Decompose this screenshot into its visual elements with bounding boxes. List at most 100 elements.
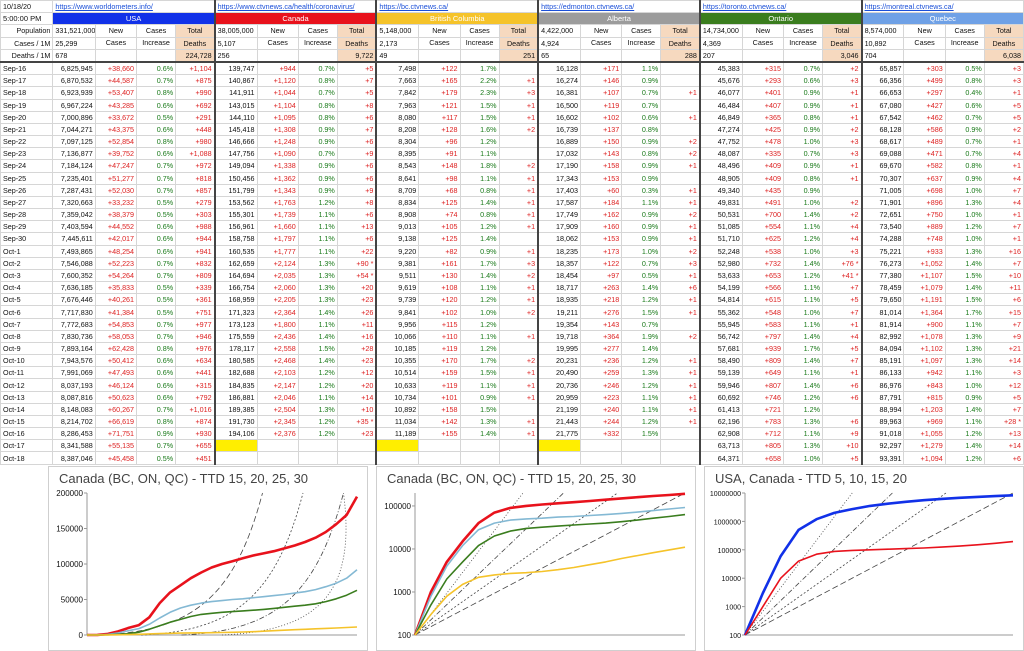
new-deaths[interactable]: +874 (175, 414, 216, 429)
increase-pct[interactable]: 0.7% (136, 329, 177, 343)
row-date[interactable]: Sep-27 (0, 195, 54, 210)
new-cases[interactable]: +43,285 (94, 98, 138, 112)
new-cases[interactable]: +478 (741, 135, 785, 149)
total-cases[interactable]: 91,018 (860, 427, 905, 441)
total-cases[interactable]: 146,666 (213, 135, 258, 149)
increase-pct[interactable]: 0.9% (782, 159, 824, 173)
row-date[interactable]: Oct-18 (0, 451, 54, 465)
increase-pct[interactable]: 0.9% (621, 232, 662, 246)
increase-pct[interactable]: 1.5% (459, 402, 500, 416)
increase-pct[interactable]: 1.1% (782, 427, 824, 441)
new-cases[interactable]: +815 (903, 390, 946, 404)
total-cases[interactable]: 7,359,042 (52, 208, 96, 222)
row-date[interactable]: Oct-13 (0, 390, 54, 404)
increase-pct[interactable]: 0.7% (136, 171, 177, 185)
increase-pct[interactable]: 0.7% (136, 439, 177, 453)
new-deaths[interactable]: +28 * (983, 414, 1024, 429)
total-cases[interactable]: 6,923,939 (52, 86, 96, 100)
header-increase[interactable]: Increase (459, 36, 500, 50)
new-deaths[interactable]: +1 (498, 110, 539, 124)
total-cases[interactable]: 7,403,594 (52, 220, 96, 234)
increase-pct[interactable]: 0.8% (782, 110, 824, 124)
increase-pct[interactable]: 2.2% (459, 74, 500, 88)
row-date[interactable]: Oct-12 (0, 378, 54, 392)
increase-pct[interactable]: 1.2% (459, 135, 500, 149)
new-deaths[interactable] (498, 402, 539, 416)
new-deaths[interactable]: +6 (983, 451, 1024, 465)
increase-pct[interactable]: 1.3% (297, 281, 338, 295)
total-cases[interactable]: 17,343 (537, 171, 582, 185)
increase-pct[interactable]: 1.1% (297, 244, 338, 258)
region-link[interactable]: https://www.worldometers.info/ (52, 0, 216, 14)
total-cases[interactable]: 81,914 (860, 317, 905, 331)
new-deaths[interactable]: +11 (983, 281, 1024, 295)
row-date[interactable]: Sep-30 (0, 232, 54, 246)
increase-pct[interactable]: 1.1% (782, 317, 824, 331)
new-deaths[interactable]: +5 (336, 61, 377, 76)
increase-pct[interactable]: 1.3% (782, 414, 824, 429)
new-deaths[interactable] (822, 183, 863, 197)
total-cases[interactable]: 8,834 (375, 195, 420, 210)
total-cases[interactable]: 194,106 (213, 427, 258, 441)
total-deaths-value[interactable]: 6,038 (983, 48, 1024, 63)
new-deaths[interactable]: +3 (983, 74, 1024, 88)
new-cases[interactable]: +74 (418, 208, 461, 222)
total-cases[interactable]: 10,355 (375, 354, 420, 368)
new-cases[interactable]: +68 (418, 183, 461, 197)
total-cases[interactable]: 7,943,576 (52, 354, 96, 368)
new-cases[interactable]: +554 (741, 220, 785, 234)
new-cases[interactable]: +146 (579, 74, 623, 88)
header-cases[interactable]: Cases (459, 24, 500, 38)
header-cases[interactable]: Cases (903, 36, 946, 50)
deaths-per-1m-value[interactable]: 65 (537, 48, 582, 63)
total-cases[interactable]: 7,842 (375, 86, 420, 100)
new-deaths[interactable] (660, 122, 701, 137)
total-cases[interactable]: 10,892 (375, 402, 420, 416)
new-deaths[interactable]: +303 (175, 208, 216, 222)
new-deaths[interactable]: +1 (660, 195, 701, 210)
new-cases[interactable]: +98 (418, 171, 461, 185)
cases-per-1m-value[interactable]: 25,299 (52, 36, 96, 50)
total-cases[interactable]: 52,248 (698, 244, 743, 258)
increase-pct[interactable]: 1.1% (621, 61, 662, 76)
new-cases[interactable]: +102 (579, 110, 623, 124)
total-cases[interactable]: 54,199 (698, 281, 743, 295)
increase-pct[interactable]: 1.4% (944, 402, 985, 416)
increase-pct[interactable]: 1.3% (944, 354, 985, 368)
new-deaths[interactable]: +4 (983, 195, 1024, 210)
total-cases[interactable]: 50,531 (698, 208, 743, 222)
total-cases[interactable]: 92,297 (860, 439, 905, 453)
new-cases[interactable]: +54,264 (94, 268, 138, 283)
new-cases[interactable]: +110 (418, 329, 461, 343)
total-cases[interactable]: 17,587 (537, 195, 582, 210)
row-date[interactable]: Sep-17 (0, 74, 54, 88)
new-cases[interactable]: +746 (741, 390, 785, 404)
increase-pct[interactable]: 0.6% (136, 147, 177, 161)
row-date[interactable]: Oct-8 (0, 329, 54, 343)
new-deaths[interactable]: +655 (175, 439, 216, 453)
new-cases[interactable]: +797 (741, 329, 785, 343)
increase-pct[interactable]: 1.0% (459, 305, 500, 319)
row-label[interactable]: Cases / 1M (0, 36, 54, 50)
increase-pct[interactable]: 1.4% (944, 439, 985, 453)
new-cases[interactable]: +150 (579, 135, 623, 149)
total-cases[interactable]: 8,037,193 (52, 378, 96, 392)
new-deaths[interactable]: +441 (175, 366, 216, 380)
increase-pct[interactable]: 0.6% (136, 61, 177, 76)
total-cases[interactable]: 184,835 (213, 378, 258, 392)
row-date[interactable]: Sep-28 (0, 208, 54, 222)
new-deaths[interactable]: +1 (822, 159, 863, 173)
increase-pct[interactable]: 1.1% (782, 220, 824, 234)
new-deaths[interactable]: +1 (498, 98, 539, 112)
increase-pct[interactable]: 0.8% (136, 86, 177, 100)
total-cases[interactable]: 52,980 (698, 256, 743, 270)
total-cases[interactable]: 7,991,069 (52, 366, 96, 380)
increase-pct[interactable]: 0.7% (621, 86, 662, 100)
increase-pct[interactable]: 1.4% (944, 281, 985, 295)
header-new[interactable]: New (256, 24, 299, 38)
new-deaths[interactable]: +3 (498, 86, 539, 100)
increase-pct[interactable]: 0.9% (297, 122, 338, 137)
deaths-per-1m-value[interactable]: 256 (213, 48, 258, 63)
total-cases[interactable]: 76,273 (860, 256, 905, 270)
header-deaths[interactable]: Deaths (983, 36, 1024, 50)
